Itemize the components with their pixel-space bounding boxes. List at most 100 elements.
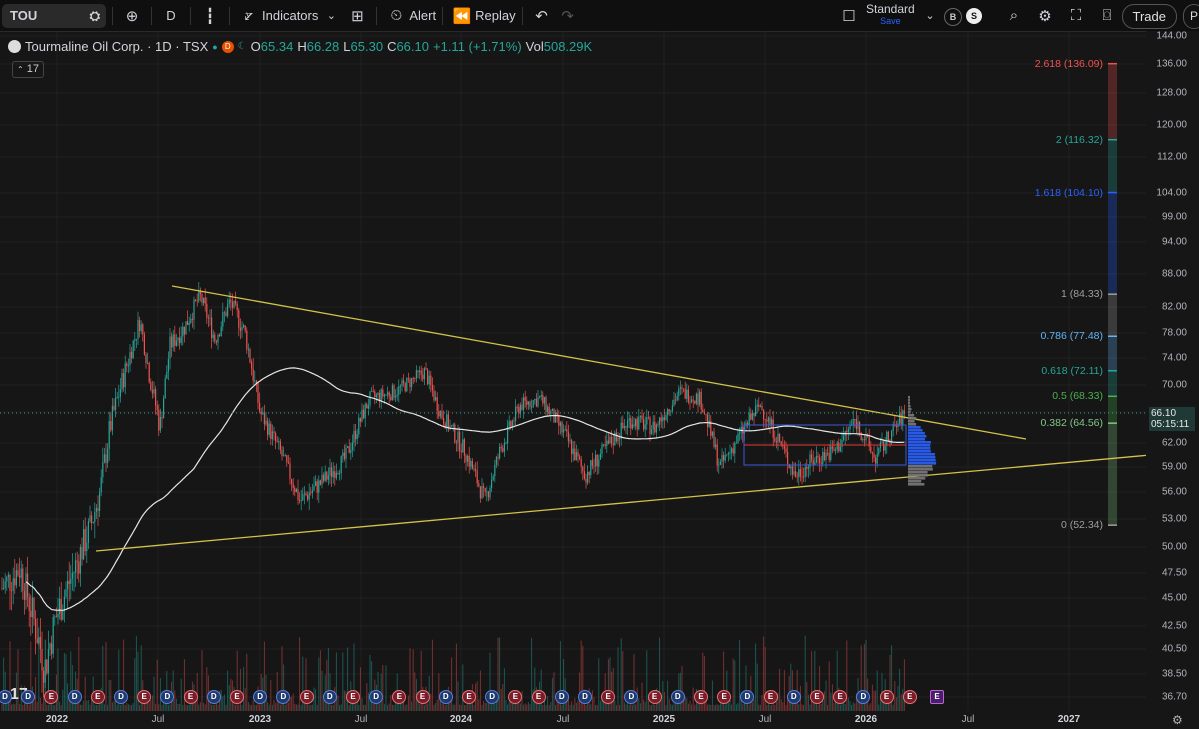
candle-body <box>150 382 152 391</box>
dividend-event-icon[interactable]: D <box>624 690 639 704</box>
earnings-event-icon[interactable]: E <box>462 690 476 704</box>
dividend-event-icon[interactable]: D <box>369 690 384 704</box>
settings-gear-icon[interactable]: ⚙ <box>1038 7 1052 25</box>
dividend-event-icon[interactable]: D <box>554 690 569 704</box>
snapshot-camera-icon[interactable]: ⌼ <box>1102 7 1112 24</box>
sell-badge-icon[interactable]: S <box>966 8 982 24</box>
time-axis[interactable]: 2022 Jul 2023 Jul 2024 Jul 2025 Jul 2026 Jul 2027 <box>0 711 1199 729</box>
symbol-info-icon[interactable]: ⛭ <box>89 7 100 23</box>
earnings-event-icon[interactable]: E <box>346 690 360 704</box>
trade-button[interactable]: Trade <box>1121 4 1177 29</box>
earnings-event-icon[interactable]: E <box>392 690 407 704</box>
price-axis[interactable]: 144.00 136.00 128.00 120.00 112.00 104.00 99.0… <box>1146 31 1199 711</box>
dividend-event-icon[interactable]: D <box>322 690 337 704</box>
indicators-button[interactable]: Indicators <box>262 8 319 23</box>
layout-switcher[interactable]: Standard Save <box>866 3 915 27</box>
earnings-event-icon[interactable]: E <box>717 690 732 704</box>
dividend-event-icon[interactable]: D <box>670 690 685 704</box>
dividend-event-icon[interactable]: D <box>485 690 500 704</box>
dividend-event-icon[interactable]: D <box>21 690 36 704</box>
buy-badge-icon[interactable]: B <box>944 8 962 26</box>
dividend-event-icon[interactable]: D <box>160 690 175 704</box>
earnings-event-icon[interactable]: E <box>508 690 523 704</box>
earnings-event-icon[interactable]: E <box>531 690 546 704</box>
earnings-event-icon[interactable]: E <box>810 690 824 704</box>
earnings-event-icon[interactable]: E <box>647 690 662 704</box>
candle-body <box>769 417 771 425</box>
replay-button[interactable]: Replay <box>475 8 516 23</box>
fullscreen-icon[interactable]: ⛶ <box>1070 7 1082 24</box>
interval-button[interactable]: D <box>166 8 176 23</box>
earnings-event-icon[interactable]: E <box>763 690 778 704</box>
alert-button[interactable]: Alert <box>409 8 437 23</box>
candle-body <box>207 317 209 319</box>
dividend-event-icon[interactable]: D <box>740 690 755 704</box>
profile-button[interactable]: P <box>1183 4 1199 29</box>
dividend-event-icon[interactable]: D <box>114 690 128 704</box>
dividend-event-icon[interactable]: D <box>67 690 82 704</box>
volume-bar <box>670 704 672 711</box>
earnings-event-icon[interactable]: E <box>230 690 244 704</box>
templates-grid-icon[interactable]: ⊞ <box>351 7 364 25</box>
candle-body <box>747 422 749 425</box>
layout-square-icon[interactable]: ☐ <box>842 7 856 25</box>
price-chart[interactable]: 17 <box>0 31 1146 711</box>
candle-body <box>369 391 371 406</box>
dividend-event-icon[interactable]: D <box>578 690 592 704</box>
dividend-event-icon[interactable]: D <box>0 690 12 704</box>
candle-body <box>510 421 512 428</box>
volume-profile-row <box>908 423 917 426</box>
volume-bar <box>302 656 304 711</box>
volume-bar <box>871 684 873 711</box>
earnings-event-icon[interactable]: E <box>137 690 152 704</box>
legend-title[interactable]: Tourmaline Oil Corp. · 1D · TSX <box>25 39 209 54</box>
candle-body <box>339 473 341 474</box>
alert-clock-icon[interactable]: ⏲ <box>390 7 403 24</box>
dividend-event-icon[interactable]: D <box>786 690 801 704</box>
market-status-icon: ● <box>212 41 218 52</box>
volume-bar <box>303 701 305 711</box>
chevron-down-icon[interactable]: ⌄ <box>326 10 336 22</box>
undo-icon[interactable]: ↶ <box>535 7 548 25</box>
volume-bar <box>771 704 773 711</box>
redo-icon[interactable]: ↷ <box>561 7 574 25</box>
earnings-event-icon[interactable]: E <box>833 690 848 704</box>
candle-body <box>303 493 305 495</box>
fib-level-label: 0.5 (68.33) <box>1052 390 1103 403</box>
symbol-search[interactable]: TOU ⛭ <box>2 3 106 28</box>
indicators-icon[interactable]: ⦫ <box>244 7 254 24</box>
candle-body <box>94 512 96 522</box>
quick-search-icon[interactable]: ⌕ <box>1009 7 1019 24</box>
axis-settings-icon[interactable]: ⚙ <box>1172 713 1183 727</box>
earnings-event-icon[interactable]: E <box>44 690 59 704</box>
earnings-event-icon[interactable]: E <box>183 690 198 704</box>
candle-body <box>9 574 11 591</box>
volume-bar <box>483 701 485 711</box>
dividend-event-icon[interactable]: D <box>276 690 291 704</box>
dividend-event-icon[interactable]: D <box>206 690 221 704</box>
earnings-event-icon[interactable]: E <box>601 690 616 704</box>
earnings-event-icon[interactable]: E <box>415 690 430 704</box>
volume-bar <box>822 700 824 711</box>
volume-bar <box>433 704 435 711</box>
earnings-event-icon[interactable]: E <box>90 690 105 704</box>
replay-icon[interactable]: ⏪ <box>452 7 472 25</box>
volume-bar <box>300 704 302 711</box>
earnings-event-icon[interactable]: E <box>694 690 708 704</box>
volume-bar <box>500 688 502 711</box>
layout-chevron-down-icon[interactable]: ⌄ <box>925 10 935 22</box>
upcoming-earnings-event-icon[interactable]: E <box>930 690 944 704</box>
compare-add-icon[interactable]: ⊕ <box>125 7 139 25</box>
earnings-event-icon[interactable]: E <box>299 690 314 704</box>
dividend-event-icon[interactable]: D <box>856 690 871 704</box>
candles-icon[interactable]: ┇ <box>205 7 215 25</box>
dividend-event-icon[interactable]: D <box>438 690 453 704</box>
volume-bar <box>643 699 645 711</box>
candle-body <box>214 334 216 342</box>
volume-bar <box>430 693 432 711</box>
dividend-event-icon[interactable]: D <box>253 690 268 704</box>
candle-body <box>273 431 275 434</box>
legend-collapse-button[interactable]: ⌃ 17 <box>12 61 44 78</box>
earnings-event-icon[interactable]: E <box>879 690 894 704</box>
earnings-event-icon[interactable]: E <box>902 690 917 704</box>
